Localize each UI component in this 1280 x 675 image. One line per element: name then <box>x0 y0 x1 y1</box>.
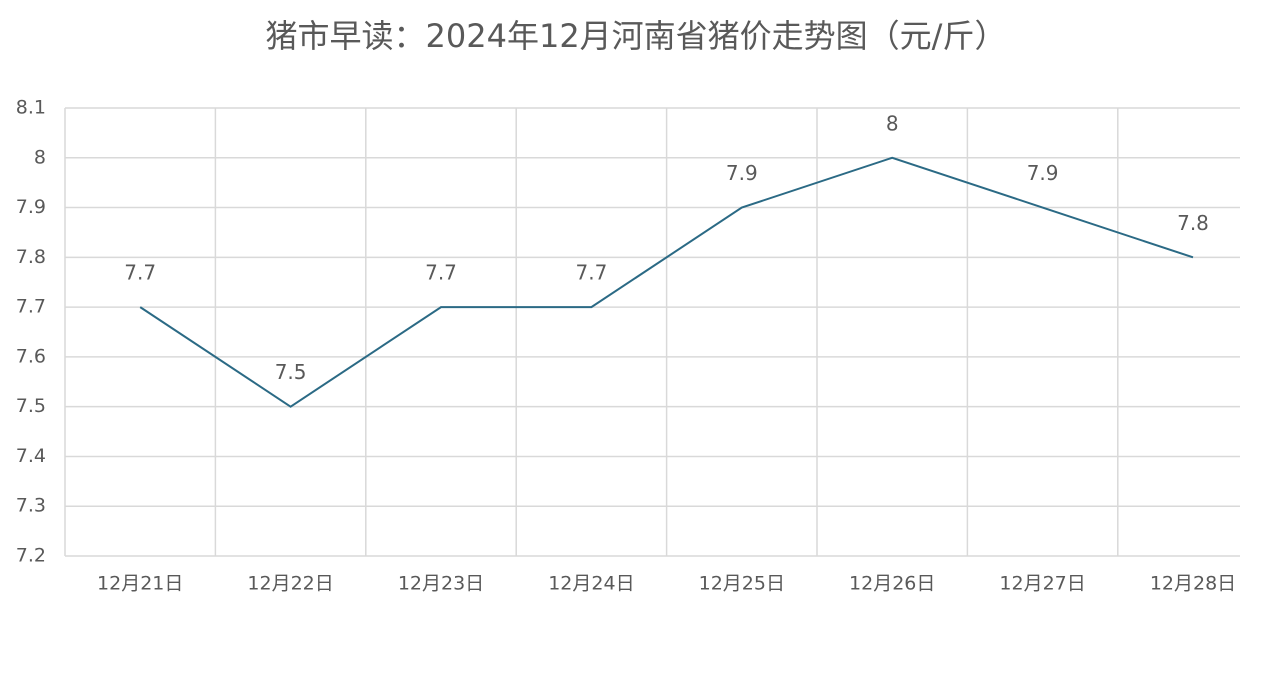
x-tick-label: 12月28日 <box>1150 573 1236 595</box>
line-series <box>139 156 1194 408</box>
data-label: 7.8 <box>1177 211 1209 235</box>
data-label: 7.7 <box>124 261 156 285</box>
data-label: 7.7 <box>575 261 607 285</box>
x-tick-label: 12月22日 <box>247 573 333 595</box>
y-tick-label: 7.9 <box>16 196 46 218</box>
y-tick-label: 8.1 <box>16 97 46 119</box>
data-label: 7.9 <box>1027 161 1059 185</box>
y-tick-label: 7.5 <box>16 395 46 417</box>
x-tick-label: 12月27日 <box>999 573 1085 595</box>
y-tick-label: 7.4 <box>16 445 46 467</box>
chart-title: 猪市早读：2024年12月河南省猪价走势图（元/斤） <box>266 17 1007 55</box>
data-label: 7.9 <box>726 161 758 185</box>
y-tick-label: 7.7 <box>16 296 46 318</box>
data-label: 7.5 <box>275 360 307 384</box>
x-tick-label: 12月26日 <box>849 573 935 595</box>
y-tick-label: 7.6 <box>16 345 46 367</box>
data-label: 7.7 <box>425 261 457 285</box>
data-label: 8 <box>886 111 899 135</box>
y-tick-label: 7.3 <box>16 495 46 517</box>
x-tick-label: 12月21日 <box>97 573 183 595</box>
y-tick-label: 7.8 <box>16 246 46 268</box>
y-tick-label: 8 <box>34 146 46 168</box>
x-tick-label: 12月25日 <box>699 573 785 595</box>
y-tick-label: 7.2 <box>16 545 46 567</box>
x-tick-label: 12月23日 <box>398 573 484 595</box>
x-tick-label: 12月24日 <box>548 573 634 595</box>
